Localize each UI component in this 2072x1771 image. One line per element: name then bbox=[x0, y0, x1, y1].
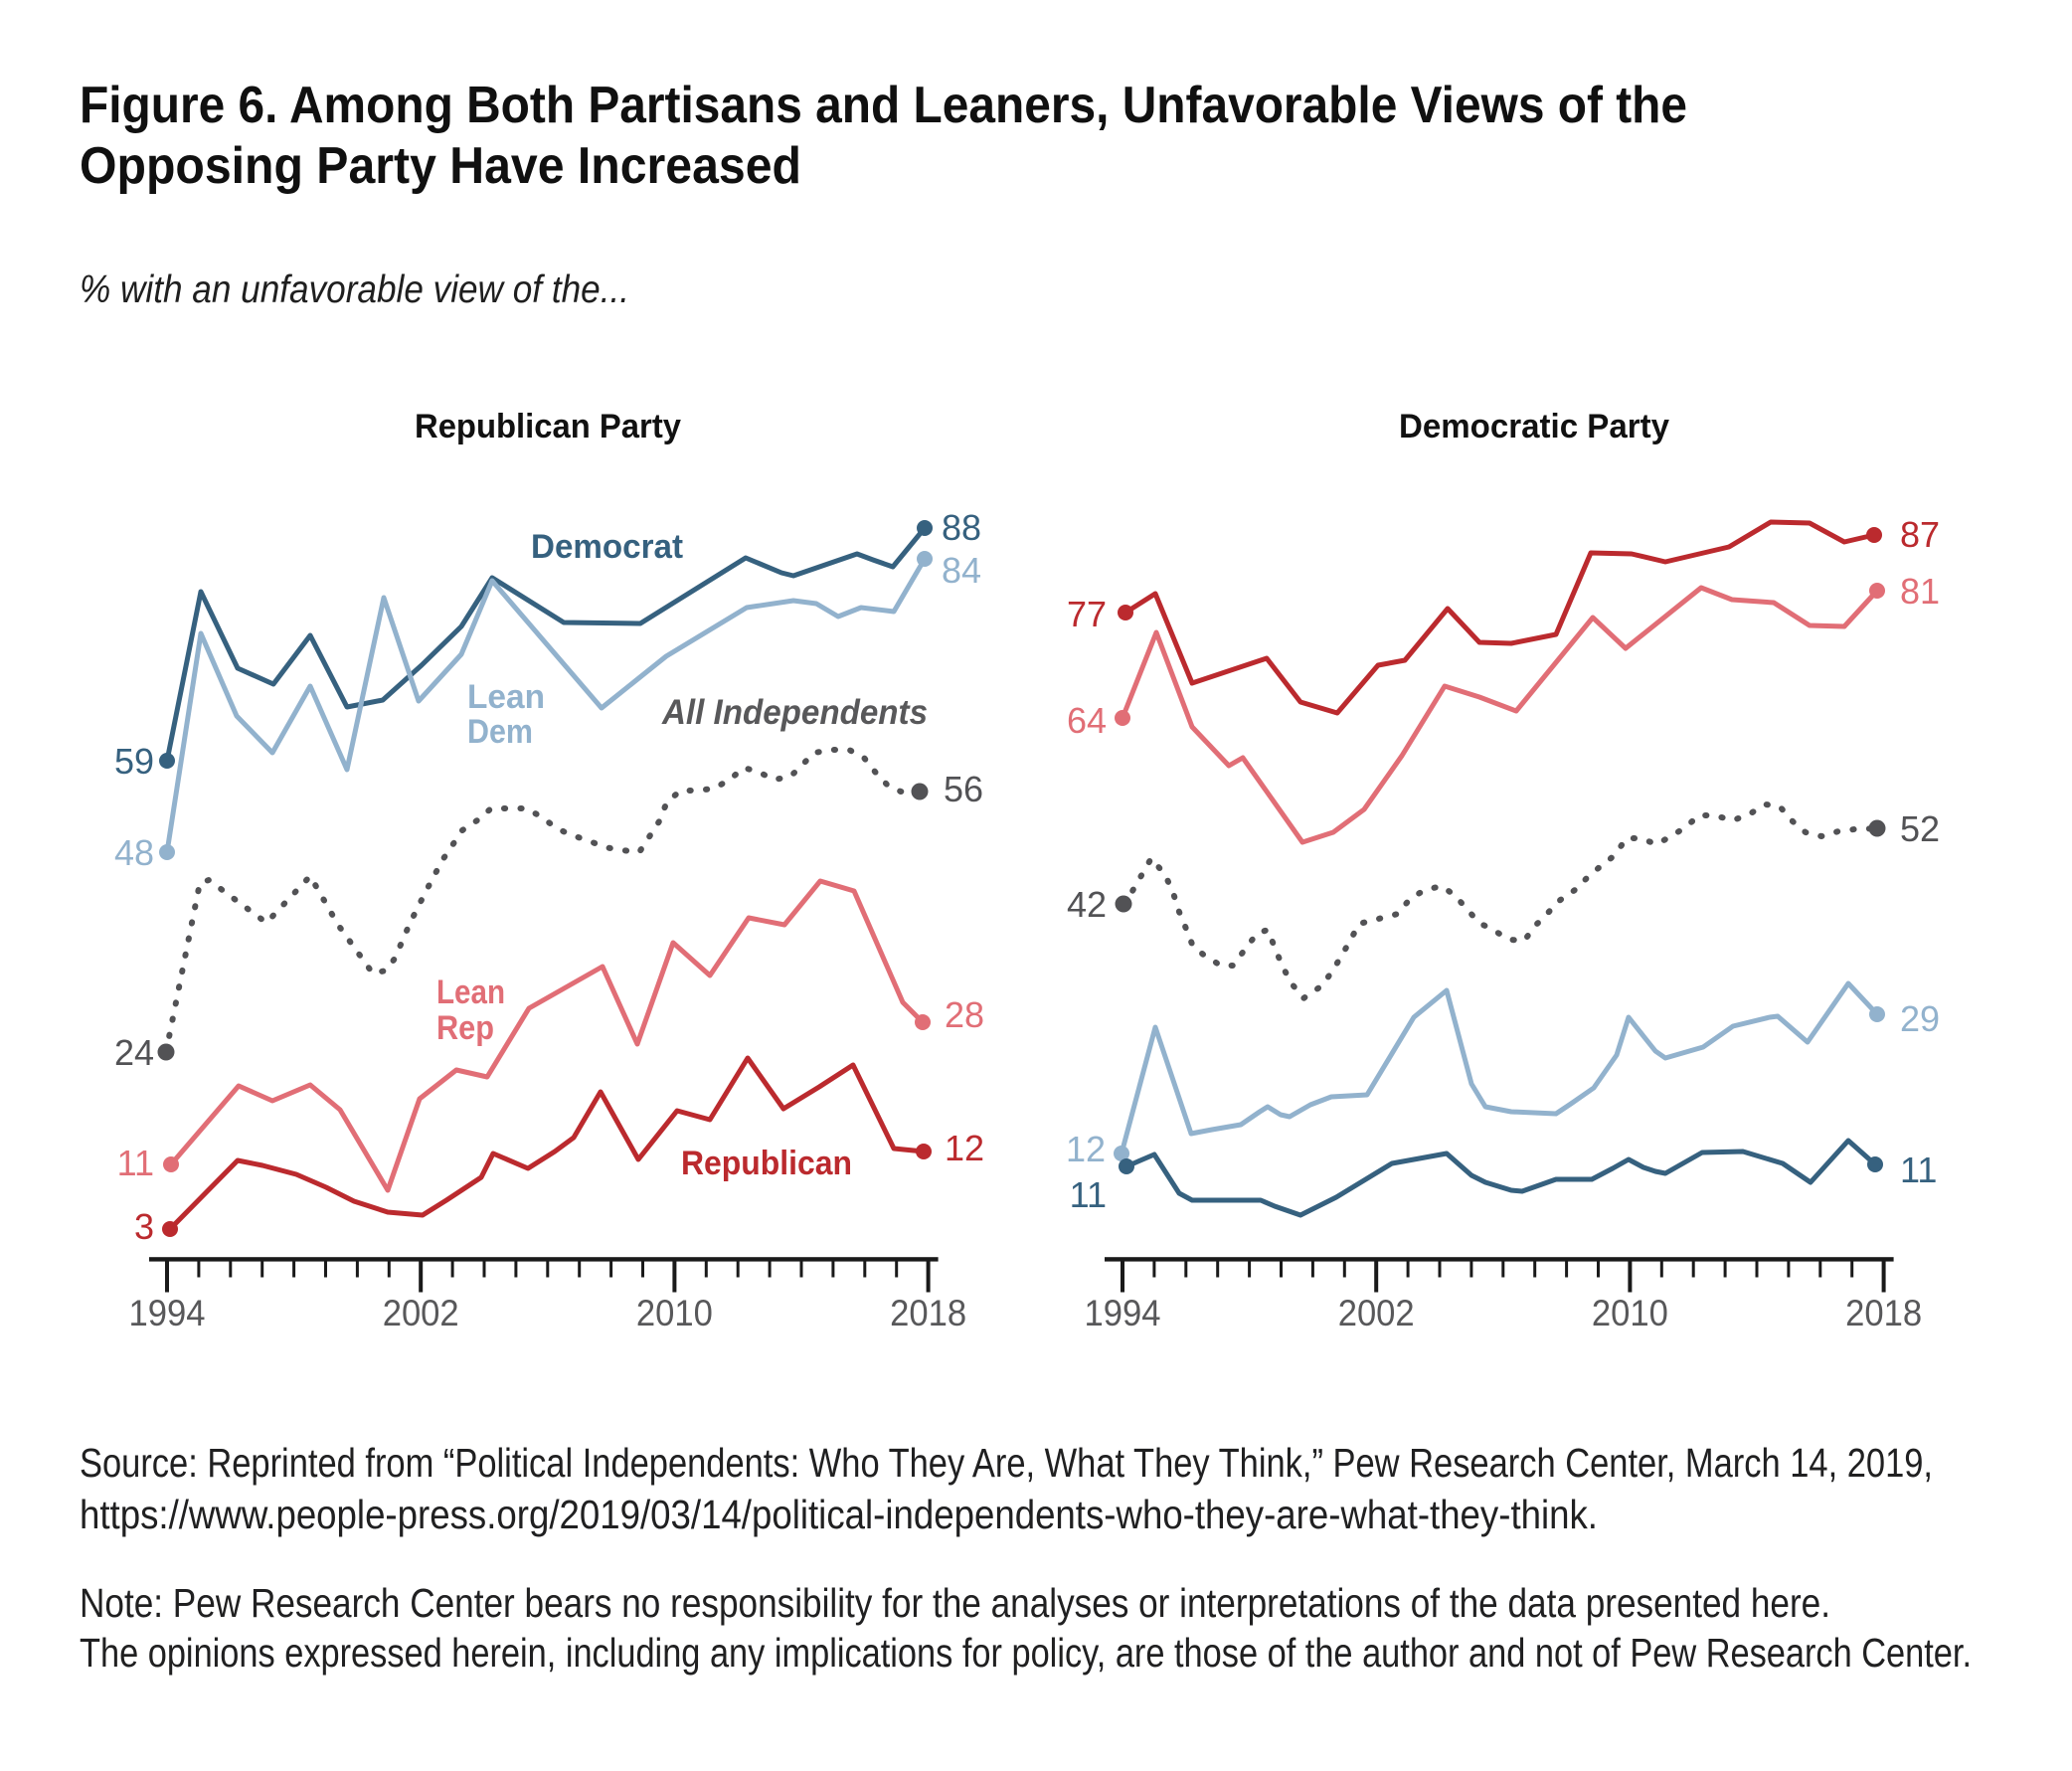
svg-text:29: 29 bbox=[1900, 998, 1940, 1039]
svg-text:42: 42 bbox=[1067, 884, 1107, 925]
svg-text:1994: 1994 bbox=[129, 1293, 206, 1333]
svg-text:12: 12 bbox=[1066, 1129, 1106, 1169]
svg-text:All Independents: All Independents bbox=[661, 693, 928, 732]
svg-text:64: 64 bbox=[1067, 700, 1107, 741]
svg-text:87: 87 bbox=[1900, 514, 1940, 555]
svg-text:56: 56 bbox=[944, 769, 983, 809]
svg-text:11: 11 bbox=[1070, 1174, 1107, 1215]
svg-text:Note: Pew Research Center bear: Note: Pew Research Center bears no respo… bbox=[80, 1580, 1830, 1626]
svg-text:Republican: Republican bbox=[681, 1145, 852, 1182]
svg-text:12: 12 bbox=[945, 1128, 984, 1168]
svg-text:59: 59 bbox=[114, 741, 154, 782]
svg-text:https://www.people-press.org/2: https://www.people-press.org/2019/03/14/… bbox=[80, 1492, 1598, 1537]
svg-text:Dem: Dem bbox=[467, 713, 533, 751]
svg-text:11: 11 bbox=[1900, 1150, 1937, 1190]
svg-text:2002: 2002 bbox=[383, 1293, 459, 1333]
svg-text:Lean: Lean bbox=[436, 974, 505, 1011]
svg-text:84: 84 bbox=[942, 550, 981, 591]
svg-text:Democratic Party: Democratic Party bbox=[1399, 408, 1669, 445]
svg-text:24: 24 bbox=[114, 1032, 154, 1073]
svg-text:2018: 2018 bbox=[1845, 1293, 1922, 1333]
svg-text:Figure 6. Among Both Partisans: Figure 6. Among Both Partisans and Leane… bbox=[80, 77, 1687, 134]
svg-text:% with an unfavorable view of: % with an unfavorable view of the... bbox=[80, 268, 629, 311]
svg-text:28: 28 bbox=[945, 994, 984, 1035]
svg-text:2018: 2018 bbox=[890, 1293, 966, 1333]
svg-text:81: 81 bbox=[1900, 571, 1940, 612]
svg-text:2002: 2002 bbox=[1338, 1293, 1415, 1333]
svg-text:3: 3 bbox=[134, 1206, 154, 1247]
svg-text:11: 11 bbox=[117, 1143, 154, 1183]
svg-text:88: 88 bbox=[942, 507, 981, 548]
svg-text:1994: 1994 bbox=[1085, 1293, 1161, 1333]
svg-text:77: 77 bbox=[1067, 594, 1107, 634]
svg-text:The opinions expressed herein,: The opinions expressed herein, including… bbox=[80, 1630, 1972, 1676]
svg-text:Rep: Rep bbox=[436, 1009, 494, 1047]
svg-text:48: 48 bbox=[114, 832, 154, 873]
svg-text:2010: 2010 bbox=[636, 1293, 713, 1333]
svg-text:Democrat: Democrat bbox=[531, 528, 683, 566]
svg-text:Republican Party: Republican Party bbox=[415, 408, 681, 445]
svg-text:Opposing Party Have Increased: Opposing Party Have Increased bbox=[80, 137, 801, 195]
svg-text:2010: 2010 bbox=[1592, 1293, 1668, 1333]
svg-text:52: 52 bbox=[1900, 808, 1940, 849]
svg-text:Lean: Lean bbox=[467, 678, 545, 716]
svg-text:Source: Reprinted from “Politi: Source: Reprinted from “Political Indepe… bbox=[80, 1440, 1933, 1486]
